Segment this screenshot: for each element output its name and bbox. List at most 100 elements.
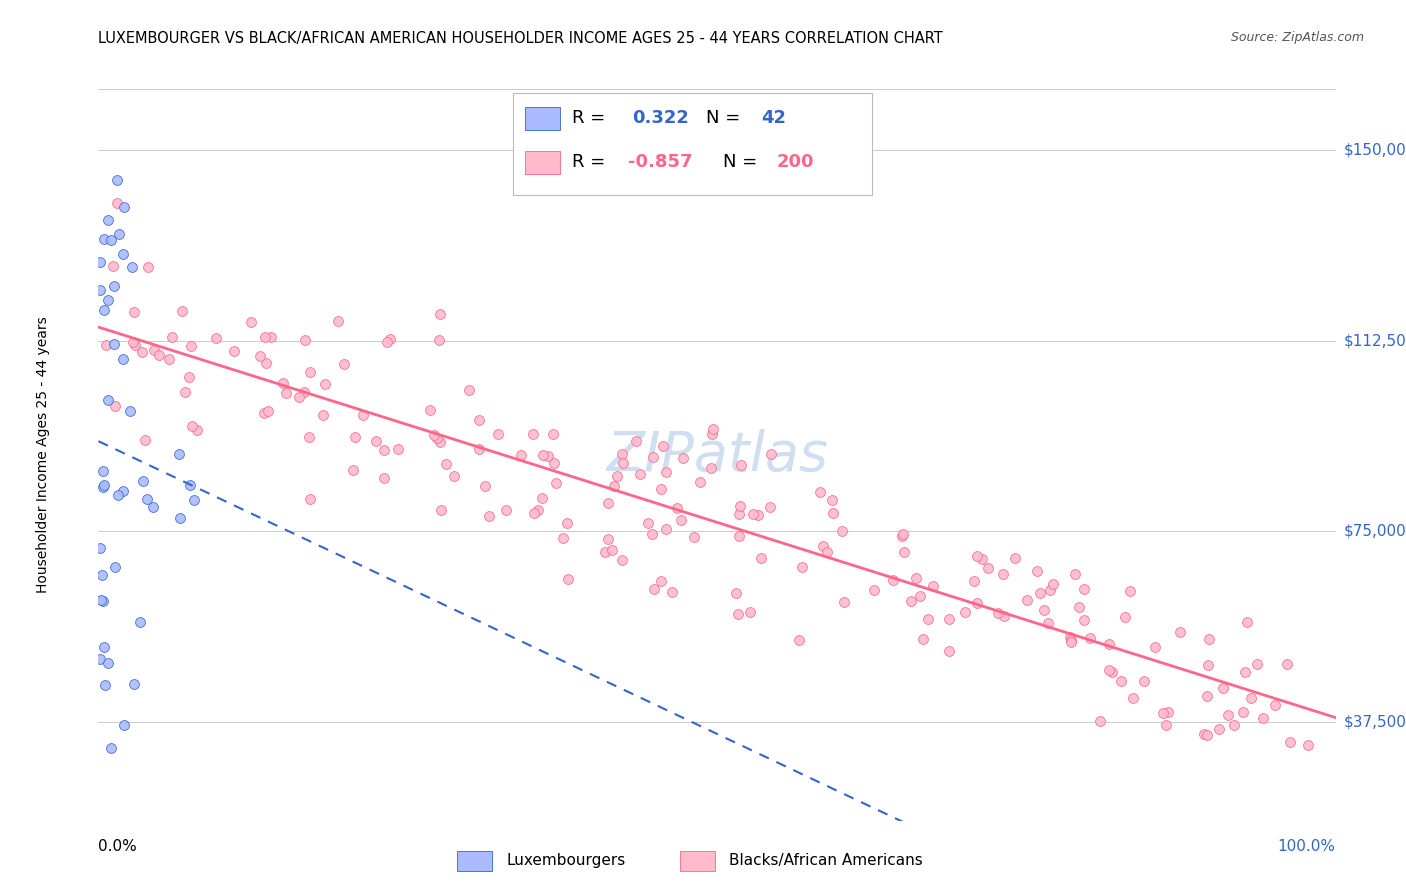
Point [1212,681,1234,696]
Point [624,434,647,448]
Point [1198,632,1220,646]
Text: 100.0%: 100.0% [1278,838,1336,854]
Point [1038,616,1060,631]
Text: 42: 42 [762,110,786,128]
Point [541,427,564,442]
Point [1042,577,1064,591]
Point [312,408,335,422]
Point [727,607,749,622]
Point [112,483,135,498]
Point [160,329,183,343]
Point [1078,632,1101,646]
Point [180,339,202,353]
Point [131,345,153,359]
Point [993,567,1015,582]
Point [1156,718,1178,732]
Point [474,478,496,492]
Point [118,403,141,417]
Point [100,233,122,247]
Point [298,430,321,444]
Text: $75,000: $75,000 [1344,524,1406,539]
Point [271,376,294,390]
Point [107,196,129,211]
Point [987,607,1010,621]
Point [612,456,634,470]
Point [224,344,246,359]
Bar [526,107,560,130]
Point [104,560,127,574]
Point [862,583,884,598]
Point [610,447,633,461]
Point [105,173,128,187]
Point [557,572,579,586]
Point [93,302,115,317]
Point [294,333,316,347]
Point [100,740,122,755]
Point [1025,564,1047,578]
Point [97,393,120,408]
Text: $112,500: $112,500 [1344,333,1406,348]
Point [832,595,855,609]
Point [91,464,114,478]
Point [89,652,111,666]
Point [205,331,228,345]
Point [510,449,533,463]
Point [596,496,619,510]
Point [111,247,134,261]
Text: 0.322: 0.322 [631,110,689,128]
Bar [513,93,872,195]
Point [429,435,451,450]
Point [1275,657,1298,671]
Point [468,412,491,426]
Point [811,539,834,553]
Text: Luxembourgers: Luxembourgers [506,854,626,869]
Point [142,343,165,358]
Point [103,399,125,413]
Point [326,314,349,328]
Point [254,330,277,344]
Point [107,227,129,241]
Point [672,451,695,466]
Point [1236,615,1258,630]
Point [640,527,662,541]
Point [429,307,451,321]
Point [457,383,479,397]
Point [1195,728,1218,742]
Point [911,632,934,646]
Point [378,332,401,346]
Point [299,492,322,507]
Point [938,643,960,657]
Point [749,550,772,565]
Point [1090,714,1112,729]
Point [90,593,112,607]
Point [1064,566,1087,581]
Point [759,447,782,461]
Point [831,524,853,538]
Point [671,513,693,527]
Point [1264,698,1286,712]
Point [1239,690,1261,705]
Point [938,612,960,626]
Point [252,406,274,420]
Point [1029,585,1052,599]
Point [387,442,409,457]
Point [596,532,619,546]
Point [343,430,366,444]
Point [136,260,159,274]
Point [1218,708,1240,723]
Point [652,439,675,453]
Point [298,365,321,379]
Point [1197,658,1219,673]
Point [966,596,988,610]
Text: 200: 200 [776,153,814,171]
Point [1251,711,1274,725]
Point [1143,640,1166,655]
Point [434,457,457,471]
Point [129,615,152,629]
Point [1156,705,1178,719]
Text: ZIPatlas: ZIPatlas [606,428,828,482]
Point [186,423,208,437]
Point [122,304,145,318]
Point [352,408,374,422]
Point [1098,637,1121,651]
